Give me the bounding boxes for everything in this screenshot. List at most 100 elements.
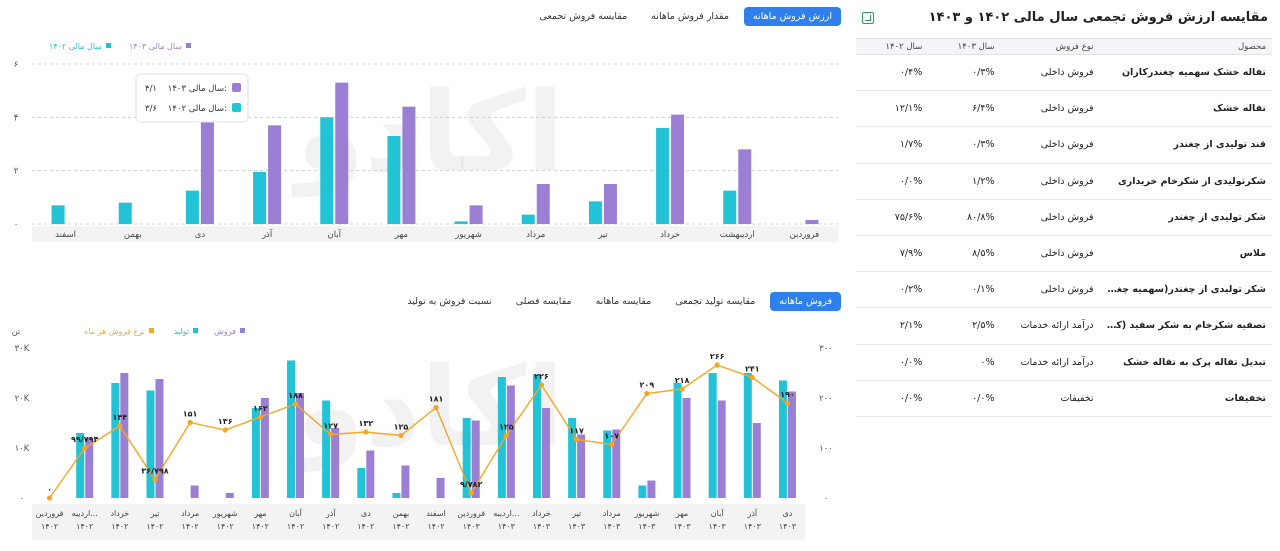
x-tick-label: بهمن: [124, 230, 142, 240]
bar-sales: [541, 408, 550, 498]
tab-monthly-comparison[interactable]: مقایسه ماهانه: [595, 296, 652, 307]
sale-type-cell: فروش داخلی: [1040, 139, 1094, 151]
bar-sales: [260, 398, 269, 498]
table-header-row: محصول نوع فروش سال ۱۴۰۳ سال ۱۴۰۲: [856, 38, 1272, 55]
sale-type-cell: فروش داخلی: [1040, 67, 1094, 79]
tab-monthly-sales-value[interactable]: ارزش فروش ماهانه: [743, 7, 841, 26]
excel-export-icon[interactable]: [862, 12, 874, 24]
table-row[interactable]: قند تولیدی از چغندر فروش داخلی ۰/۳% ۱/۷%: [856, 127, 1272, 164]
sales-rate-label: ۹/۷۸۲: [460, 480, 483, 489]
sales-rate-label: ۱۲۵: [499, 423, 514, 432]
tooltip-box: [135, 73, 249, 123]
table-row[interactable]: تصفیه شکرخام به شکر سفید (کار... درآمد ار…: [856, 308, 1272, 344]
bottom-chart-tabs: فروش ماهانه مقایسه تولید تجمعی مقایسه ما…: [398, 292, 841, 311]
x-tick-year: ۱۴۰۲: [322, 522, 339, 531]
bar-sales: [331, 428, 340, 498]
x-tick-label: شهریور: [633, 509, 659, 518]
product-cell: تفاله خشک: [1213, 103, 1266, 115]
tooltip-swatch: [232, 83, 241, 92]
bar-production: [251, 408, 260, 498]
x-tick-label: اسفند: [426, 509, 446, 518]
x-tick-label: فروردین: [457, 509, 485, 518]
bar-sales: [717, 400, 726, 498]
value-1402-cell: ۰/۰%: [899, 356, 923, 368]
sales-rate-point: [117, 423, 123, 429]
bar-sales: [85, 438, 94, 498]
sales-rate-point: [679, 386, 685, 392]
product-cell: تفاله خشک سهمیه چغندرکاران: [1121, 67, 1266, 79]
sales-rate-label: ۹۹/۷۹۴: [71, 435, 98, 444]
bar-sales: [401, 465, 410, 498]
product-cell: شکرتولیدی از شکرخام خریداری: [1118, 175, 1266, 187]
bar-sales: [787, 391, 796, 498]
sale-type-cell: فروش داخلی: [1040, 248, 1094, 260]
x-tick-year: ۱۴۰۳: [709, 522, 727, 531]
value-1403-cell: ۰/۰%: [972, 392, 995, 404]
bar-production: [392, 493, 401, 498]
table-row[interactable]: تبدیل تفاله پرک به تفاله خشک درآمد ارائه …: [856, 344, 1272, 381]
sale-type-cell: فروش داخلی: [1040, 211, 1094, 223]
bar-1403: [268, 125, 282, 224]
sale-type-cell: فروش داخلی: [1040, 284, 1094, 296]
sales-rate-label: ۱۳۶: [218, 417, 233, 426]
sale-type-cell: فروش داخلی: [1040, 103, 1094, 115]
y-right-tick-label: ۲۰۰: [819, 394, 833, 404]
x-tick-year: ۱۴۰۳: [533, 522, 551, 531]
bar-production: [497, 377, 506, 498]
x-tick-year: ۱۴۰۲: [182, 522, 199, 531]
x-tick-label: تیر: [571, 509, 581, 518]
tooltip-label: سال مالی ۱۴۰۲:: [168, 104, 227, 114]
tooltip-swatch: [232, 103, 241, 112]
sales-rate-label: ۱۰۷: [604, 432, 619, 441]
table-row[interactable]: شکر تولیدی از چغندر(سهمیه چغند... فروش دا…: [856, 272, 1272, 308]
sales-rate-label: ۱۲۵: [394, 423, 409, 432]
x-tick-label: آذر: [325, 508, 336, 518]
sales-rate-label: ۱۶۲: [253, 404, 268, 413]
bar-sales: [471, 420, 480, 498]
sales-rate-label: ۰: [47, 485, 52, 494]
x-tick-label: تیر: [149, 509, 159, 518]
table-row[interactable]: شکر تولیدی از چغندر فروش داخلی ۸۰/۸% ۷۵/۶%: [856, 199, 1272, 236]
bar-production: [287, 360, 296, 498]
x-tick-label: مرداد: [526, 230, 545, 240]
x-tick-year: ۱۴۰۲: [252, 522, 269, 531]
table-body: تفاله خشک سهمیه چغندرکاران فروش داخلی ۰/۳%…: [856, 55, 1272, 417]
tab-seasonal-comparison[interactable]: مقایسه فصلی: [515, 296, 572, 307]
bar-production: [532, 374, 541, 498]
tooltip-value: ۴/۱: [145, 84, 157, 94]
top-chart-tabs: ارزش فروش ماهانه مقدار فروش ماهانه مقایس…: [530, 7, 841, 26]
bar-sales: [296, 393, 305, 498]
x-tick-label: فروردین: [36, 509, 64, 518]
tab-sales-to-production-ratio[interactable]: نسبت فروش به تولید: [407, 296, 492, 307]
tab-cumulative-sales-comparison[interactable]: مقایسه فروش تجمعی: [539, 11, 628, 22]
tab-monthly-sales[interactable]: فروش ماهانه: [770, 292, 841, 311]
legend-swatch: [240, 328, 245, 333]
x-tick-label: اردیبه...: [72, 509, 98, 518]
bar-production: [111, 383, 120, 498]
legend-swatch: [193, 328, 198, 333]
sales-rate-point: [222, 427, 228, 433]
bar-sales: [752, 423, 761, 498]
table-row[interactable]: تفاله خشک سهمیه چغندرکاران فروش داخلی ۰/۳%…: [856, 55, 1272, 91]
sales-rate-point: [152, 477, 158, 483]
tooltip-value: ۳/۶: [145, 104, 157, 114]
tab-monthly-sales-quantity[interactable]: مقدار فروش ماهانه: [651, 11, 729, 22]
x-tick-label: فروردین: [790, 230, 820, 240]
sales-rate-label: ۱۴۴: [113, 413, 128, 422]
x-tick-label: دی: [195, 230, 206, 240]
header-product: محصول: [1099, 38, 1272, 55]
table-row[interactable]: شکرتولیدی از شکرخام خریداری فروش داخلی ۱/۲…: [856, 163, 1272, 200]
table-row[interactable]: تخفیفات تخفیفات ۰/۰% ۰/۰%: [856, 380, 1272, 417]
sales-rate-label: ۱۳۲: [358, 419, 373, 428]
x-tick-label: مرداد: [181, 509, 199, 518]
y-left-tick-label: ۳۰K: [15, 344, 30, 354]
tab-cumulative-production[interactable]: مقایسه تولید تجمعی: [675, 296, 756, 307]
bar-sales: [120, 373, 129, 498]
header-year-1403: سال ۱۴۰۳: [928, 38, 1001, 55]
x-tick-label: بهمن: [393, 509, 410, 518]
table-row[interactable]: تفاله خشک فروش داخلی ۶/۴% ۱۲/۱%: [856, 91, 1272, 127]
table-row[interactable]: ملاس فروش داخلی ۸/۵% ۷/۹%: [856, 235, 1272, 272]
bar-1402: [521, 214, 535, 224]
